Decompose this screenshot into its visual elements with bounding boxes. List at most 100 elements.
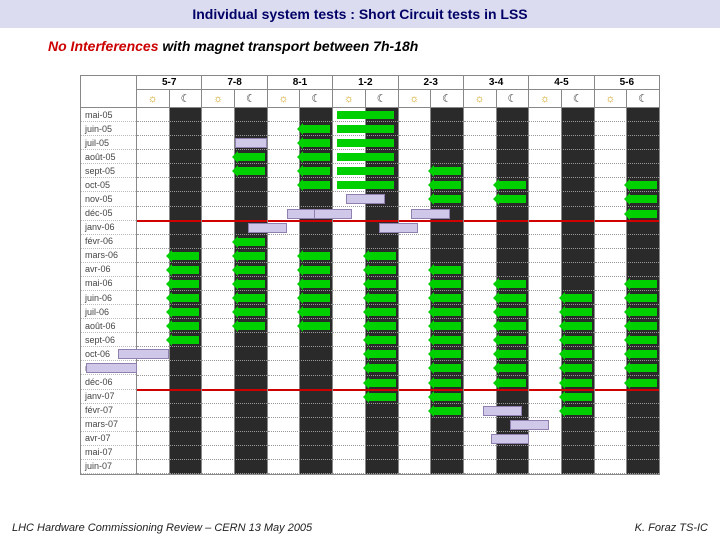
chart-body: mai-05juin-05juil-05août-05sept-05oct-05… <box>81 108 659 474</box>
activity-bar <box>434 195 461 203</box>
activity-bar <box>238 238 265 246</box>
activity-bar <box>565 350 592 358</box>
row-label: févr-06 <box>81 235 136 249</box>
activity-bar <box>630 181 657 189</box>
activity-bar <box>238 252 265 260</box>
milestone-bar <box>510 420 549 430</box>
activity-bar <box>238 294 265 302</box>
activity-bar <box>238 322 265 330</box>
page-title: Individual system tests : Short Circuit … <box>0 0 720 28</box>
activity-bar <box>303 181 330 189</box>
activity-bar <box>630 308 657 316</box>
row-label: juil-06 <box>81 305 136 319</box>
activity-bar <box>434 336 461 344</box>
activity-bar <box>369 393 396 401</box>
activity-bar <box>337 125 393 133</box>
activity-bar <box>337 139 393 147</box>
sun-icon: ☼ <box>595 90 628 107</box>
sector-column <box>137 108 202 474</box>
activity-bar <box>238 308 265 316</box>
activity-bar <box>434 393 461 401</box>
sun-icon: ☼ <box>202 90 235 107</box>
row-label: mai-06 <box>81 277 136 291</box>
sector-name: 2-3 <box>399 76 463 90</box>
activity-bar <box>434 266 461 274</box>
footer-right: K. Foraz TS-IC <box>635 522 708 534</box>
activity-bar <box>499 294 526 302</box>
row-label: déc-05 <box>81 207 136 221</box>
sector-column <box>399 108 464 474</box>
milestone-bar <box>379 223 418 233</box>
activity-bar <box>630 195 657 203</box>
activity-bar <box>238 167 265 175</box>
activity-bar <box>172 294 199 302</box>
activity-bar <box>499 322 526 330</box>
footer-left: LHC Hardware Commissioning Review – CERN… <box>12 522 312 534</box>
activity-bar <box>172 252 199 260</box>
activity-bar <box>369 379 396 387</box>
row-label: mars-07 <box>81 418 136 432</box>
activity-bar <box>499 308 526 316</box>
row-label: avr-07 <box>81 432 136 446</box>
sector-header: 5-7☼☾ <box>137 76 202 107</box>
sector-name: 5-6 <box>595 76 659 90</box>
sun-icon: ☼ <box>137 90 170 107</box>
activity-bar <box>499 181 526 189</box>
subtitle-emphasis: No Interferences <box>48 38 158 54</box>
row-label: sept-06 <box>81 333 136 347</box>
row-label: juin-07 <box>81 460 136 474</box>
activity-bar <box>630 210 657 218</box>
sector-header: 4-5☼☾ <box>529 76 594 107</box>
activity-bar <box>630 364 657 372</box>
activity-bar <box>172 336 199 344</box>
activity-bar <box>565 393 592 401</box>
activity-bar <box>499 336 526 344</box>
row-label: janv-07 <box>81 390 136 404</box>
sector-name: 8-1 <box>268 76 332 90</box>
activity-bar <box>337 111 393 119</box>
row-labels: mai-05juin-05juil-05août-05sept-05oct-05… <box>81 108 137 474</box>
activity-bar <box>565 407 592 415</box>
sector-column <box>333 108 398 474</box>
milestone-bar <box>118 349 170 359</box>
activity-bar <box>369 336 396 344</box>
header-spacer <box>81 76 137 107</box>
activity-bar <box>369 294 396 302</box>
activity-bar <box>434 167 461 175</box>
activity-bar <box>630 294 657 302</box>
row-label: juin-05 <box>81 122 136 136</box>
activity-bar <box>565 336 592 344</box>
milestone-bar <box>346 194 385 204</box>
moon-icon: ☾ <box>562 90 594 107</box>
activity-bar <box>369 266 396 274</box>
activity-bar <box>434 181 461 189</box>
activity-bar <box>434 280 461 288</box>
activity-bar <box>238 280 265 288</box>
row-label: déc-06 <box>81 375 136 389</box>
activity-bar <box>499 195 526 203</box>
sun-icon: ☼ <box>399 90 432 107</box>
sun-icon: ☼ <box>529 90 562 107</box>
activity-bar <box>434 308 461 316</box>
row-label: mai-05 <box>81 108 136 122</box>
activity-bar <box>172 308 199 316</box>
activity-bar <box>434 294 461 302</box>
row-label: août-05 <box>81 150 136 164</box>
row-label: juin-06 <box>81 291 136 305</box>
activity-bar <box>434 407 461 415</box>
chart-header: 5-7☼☾7-8☼☾8-1☼☾1-2☼☾2-3☼☾3-4☼☾4-5☼☾5-6☼☾ <box>81 76 659 108</box>
subtitle: No Interferences with magnet transport b… <box>0 28 720 58</box>
activity-bar <box>630 322 657 330</box>
activity-bar <box>337 167 393 175</box>
sun-icon: ☼ <box>333 90 366 107</box>
moon-icon: ☾ <box>497 90 529 107</box>
activity-bar <box>434 350 461 358</box>
sectors-body <box>137 108 659 474</box>
moon-icon: ☾ <box>627 90 659 107</box>
activity-bar <box>303 294 330 302</box>
row-label: août-06 <box>81 319 136 333</box>
sector-name: 1-2 <box>333 76 397 90</box>
milestone-bar <box>411 209 450 219</box>
activity-bar <box>434 322 461 330</box>
sector-header: 2-3☼☾ <box>399 76 464 107</box>
